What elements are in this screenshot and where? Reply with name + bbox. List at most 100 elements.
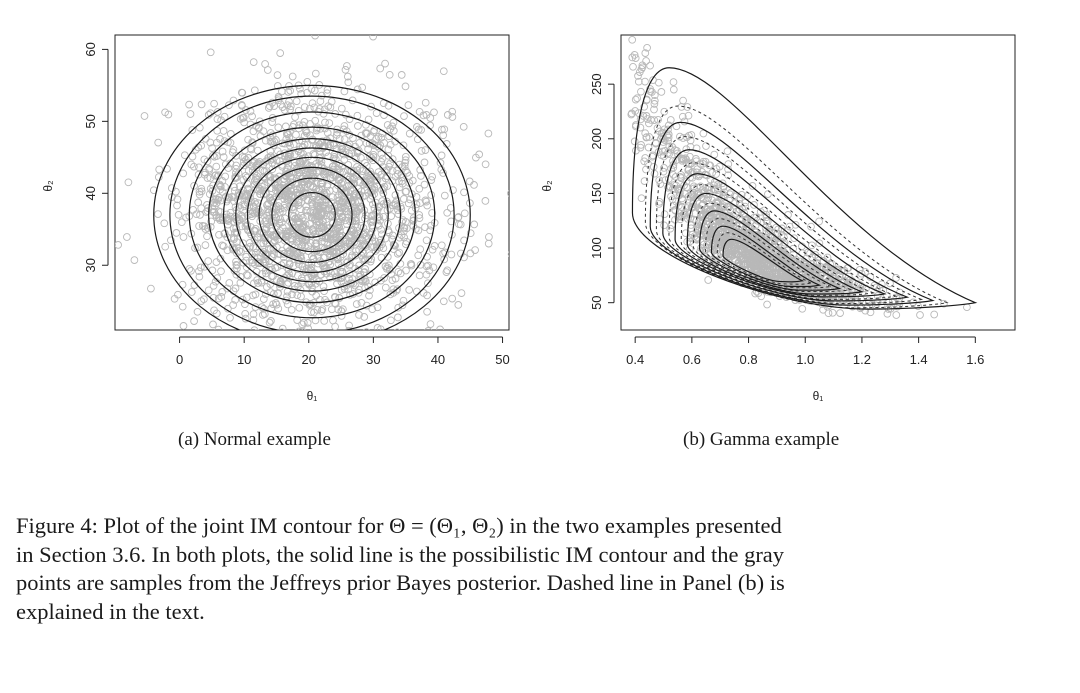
sample-point [659, 167, 668, 176]
sample-point [357, 298, 366, 307]
sample-point [231, 173, 240, 181]
sample-point [219, 242, 228, 250]
sample-point [298, 327, 306, 330]
sample-point [237, 88, 246, 97]
sample-point [835, 287, 844, 296]
sample-point [796, 257, 805, 266]
sample-point [364, 145, 372, 153]
sample-point [386, 204, 394, 213]
sample-point [349, 193, 358, 202]
sample-point [210, 171, 219, 180]
sample-point [286, 333, 293, 340]
sample-point [404, 365, 411, 372]
sample-point [377, 158, 386, 166]
sample-point [384, 101, 393, 110]
sample-point [381, 283, 390, 292]
sample-point [387, 212, 396, 220]
sample-point [232, 270, 241, 279]
y-tick-label: 60 [83, 42, 98, 56]
sample-point [328, 162, 337, 171]
sample-point [226, 313, 234, 322]
sample-point [362, 120, 370, 129]
sample-point [214, 171, 223, 180]
sample-point [179, 322, 188, 330]
sample-point [362, 211, 370, 220]
sample-point [303, 319, 312, 327]
sample-point [361, 277, 370, 286]
sample-point [294, 106, 303, 115]
sample-point [328, 193, 337, 202]
sample-point [447, 217, 456, 226]
sample-point [861, 268, 870, 276]
sample-point [725, 242, 733, 250]
sample-point [259, 172, 268, 181]
sample-point [186, 110, 195, 118]
sample-point [316, 270, 325, 279]
sample-point [238, 114, 247, 122]
sample-point [301, 183, 309, 192]
y-tick-label: 150 [589, 183, 604, 205]
sample-point [713, 213, 722, 222]
sample-point [350, 190, 359, 199]
sample-point [405, 286, 414, 294]
sample-point [344, 182, 353, 190]
sample-point [198, 222, 207, 230]
sample-point [299, 318, 308, 327]
sample-point [310, 103, 319, 112]
y-tick-label: 50 [83, 114, 98, 128]
sample-point [364, 255, 372, 264]
sample-point [448, 294, 457, 303]
contour-line [631, 67, 978, 310]
sample-point [424, 279, 432, 288]
sample-point [510, 287, 517, 294]
sample-point [421, 196, 430, 205]
sample-point [231, 284, 240, 293]
sample-point [179, 233, 188, 241]
sample-point [282, 192, 290, 200]
sample-point [272, 300, 281, 309]
sample-point [726, 221, 735, 230]
sample-point [195, 267, 203, 276]
sample-point [798, 304, 807, 313]
sample-point [292, 188, 300, 197]
sample-point [720, 239, 729, 248]
sample-point [692, 144, 701, 153]
sample-point [197, 141, 206, 150]
sample-point [358, 83, 367, 92]
sample-point [760, 259, 769, 268]
sample-point [324, 233, 333, 242]
sample-point [402, 335, 409, 342]
sample-point [396, 269, 405, 278]
sample-point [650, 100, 659, 108]
sample-point [790, 234, 799, 243]
sample-point [704, 276, 713, 284]
sample-point [206, 184, 215, 193]
sample-point [238, 214, 247, 223]
sample-point [711, 251, 720, 260]
sample-point [671, 185, 679, 193]
sample-point [203, 157, 212, 166]
sample-point [297, 255, 306, 263]
sample-point [666, 145, 675, 154]
sample-point [332, 144, 341, 153]
x-tick-label: 0.6 [683, 352, 701, 367]
sample-point [277, 261, 286, 269]
sample-point [650, 96, 659, 105]
sample-point [724, 165, 732, 174]
sample-point [288, 72, 297, 81]
sample-point [360, 186, 369, 195]
sample-point [264, 199, 273, 208]
sample-point [317, 191, 326, 199]
sample-point [317, 91, 326, 100]
sample-point [684, 215, 692, 223]
sample-point [650, 91, 659, 100]
sample-point [232, 257, 240, 266]
sample-point [248, 212, 256, 221]
sample-point [460, 253, 468, 262]
sample-point [339, 250, 348, 259]
sample-point [292, 235, 301, 243]
sample-point [351, 251, 360, 260]
contour-line [246, 156, 378, 274]
sample-point [203, 232, 211, 241]
sample-point [357, 221, 366, 230]
